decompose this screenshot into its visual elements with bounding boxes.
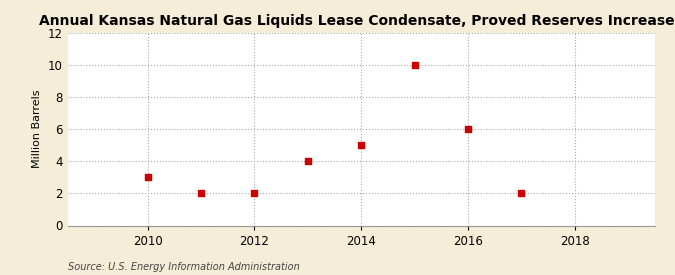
Title: Annual Kansas Natural Gas Liquids Lease Condensate, Proved Reserves Increases: Annual Kansas Natural Gas Liquids Lease … [39, 14, 675, 28]
Point [249, 191, 260, 196]
Text: Source: U.S. Energy Information Administration: Source: U.S. Energy Information Administ… [68, 262, 299, 272]
Y-axis label: Million Barrels: Million Barrels [32, 90, 42, 169]
Point [356, 143, 367, 147]
Point [302, 159, 313, 164]
Point [196, 191, 207, 196]
Point [142, 175, 153, 180]
Point [516, 191, 526, 196]
Point [462, 127, 473, 131]
Point [409, 63, 420, 67]
